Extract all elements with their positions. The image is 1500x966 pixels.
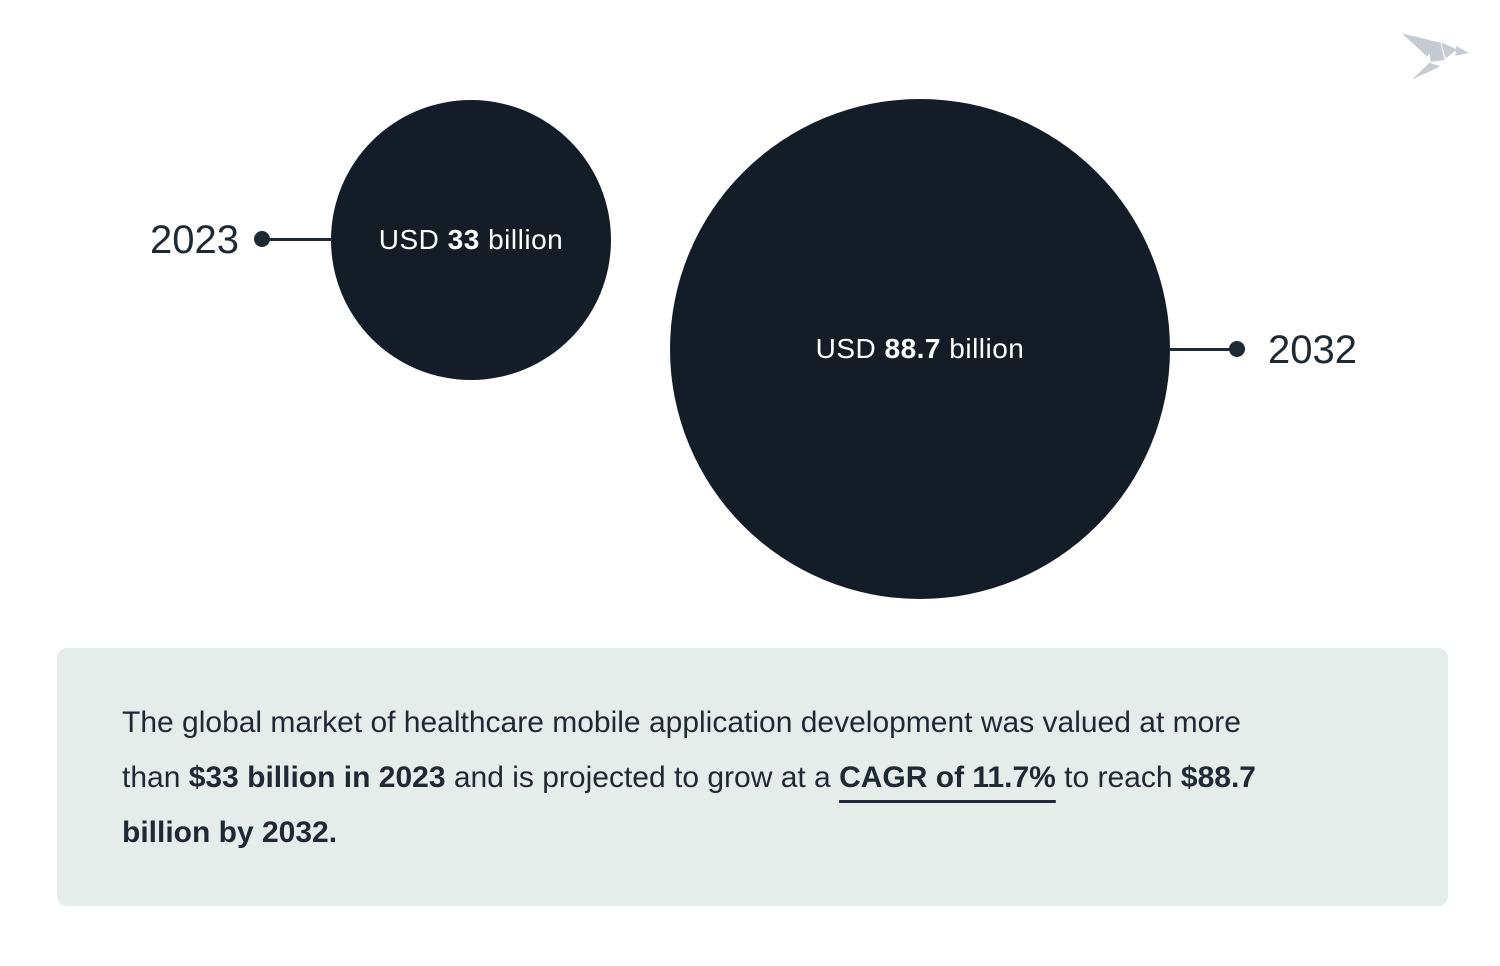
connector-line-2032 — [1169, 348, 1237, 351]
caption-text: The global market of healthcare mobile a… — [122, 695, 1282, 860]
connector-line-2023 — [262, 238, 332, 241]
caption-segment-cagr: CAGR of 11.7% — [839, 761, 1056, 794]
bubble-2032-label: USD 88.7 billion — [816, 333, 1025, 365]
bubble-2032: USD 88.7 billion — [670, 99, 1170, 599]
bubble-2032-label-prefix: USD — [815, 333, 885, 364]
bubble-2032-label-suffix: billion — [941, 333, 1025, 364]
bubble-2023-label-value: 33 — [447, 224, 480, 255]
connector-dot-2032 — [1229, 341, 1245, 357]
year-label-2032: 2032 — [1268, 328, 1357, 372]
bubble-2023-label-suffix: billion — [479, 224, 564, 255]
bubble-2023: USD 33 billion — [331, 100, 611, 380]
caption-segment: to reach — [1055, 761, 1181, 794]
bubble-2032-label-value: 88.7 — [884, 333, 941, 364]
bubble-2023-label-prefix: USD — [378, 224, 448, 255]
caption-segment-bold-88-billion: $88.7 billion by 2032. — [122, 761, 1256, 849]
caption-box: The global market of healthcare mobile a… — [57, 648, 1448, 906]
caption-segment: The global market of healthcare mobile a… — [122, 706, 1241, 794]
bubble-2023-label: USD 33 billion — [379, 224, 563, 256]
origami-bird-icon — [1402, 33, 1469, 80]
year-label-2023: 2023 — [150, 218, 239, 262]
caption-segment: and is projected to grow at a — [445, 761, 840, 794]
caption-segment-bold-33-billion: $33 billion in 2023 — [188, 761, 446, 794]
